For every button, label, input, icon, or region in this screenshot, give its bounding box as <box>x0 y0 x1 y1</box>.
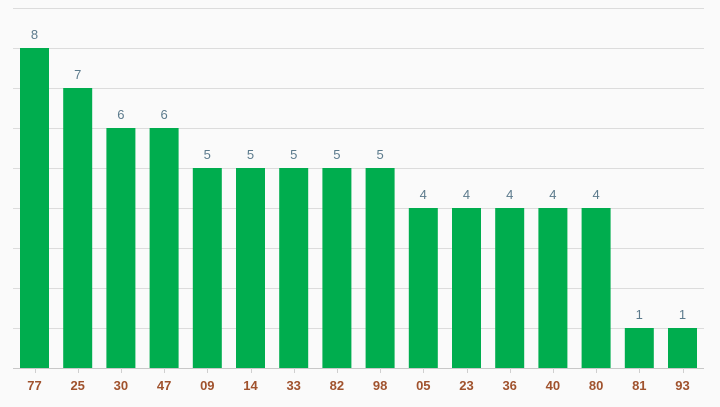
x-tick-label: 82 <box>330 378 344 393</box>
x-tick-label: 09 <box>200 378 214 393</box>
bar[interactable] <box>63 88 93 368</box>
x-tick-label: 98 <box>373 378 387 393</box>
data-label: 8 <box>31 27 38 42</box>
data-label: 5 <box>376 147 383 162</box>
x-tick-label: 77 <box>27 378 41 393</box>
x-tick-label: 14 <box>243 378 258 393</box>
x-tick-label: 47 <box>157 378 171 393</box>
x-tick-label: 36 <box>502 378 516 393</box>
data-label: 4 <box>506 187 513 202</box>
x-tick-label: 30 <box>114 378 128 393</box>
bar[interactable] <box>624 328 654 368</box>
bar[interactable] <box>279 168 309 368</box>
x-tick-label: 40 <box>546 378 560 393</box>
bar[interactable] <box>236 168 265 368</box>
bar[interactable] <box>408 208 438 368</box>
bar[interactable] <box>20 48 49 368</box>
x-tick-label: 93 <box>675 378 689 393</box>
bar[interactable] <box>668 328 697 368</box>
data-label: 6 <box>160 107 167 122</box>
x-tick-label: 23 <box>459 378 473 393</box>
bar[interactable] <box>149 128 179 368</box>
data-label: 5 <box>290 147 297 162</box>
data-label: 7 <box>74 67 81 82</box>
bar[interactable] <box>192 168 222 368</box>
data-label: 1 <box>679 307 686 322</box>
bars <box>20 48 697 368</box>
x-tick-label: 33 <box>286 378 300 393</box>
data-label: 4 <box>592 187 599 202</box>
x-tick-label: 25 <box>70 378 84 393</box>
x-tick-label: 05 <box>416 378 430 393</box>
bar[interactable] <box>452 208 481 368</box>
data-label: 6 <box>117 107 124 122</box>
data-label: 4 <box>420 187 427 202</box>
bar[interactable] <box>322 168 352 368</box>
bar[interactable] <box>106 128 136 368</box>
data-label: 5 <box>204 147 211 162</box>
data-label: 4 <box>463 187 470 202</box>
data-labels: 8 7 6 6 5 5 5 5 5 4 4 4 4 4 1 1 <box>31 27 686 322</box>
bar[interactable] <box>495 208 525 368</box>
x-tick-label: 80 <box>589 378 603 393</box>
bar[interactable] <box>365 168 395 368</box>
data-label: 1 <box>636 307 643 322</box>
data-label: 5 <box>247 147 254 162</box>
x-tick-label: 81 <box>632 378 646 393</box>
bar[interactable] <box>538 208 568 368</box>
bar[interactable] <box>581 208 611 368</box>
x-axis: 77 25 30 47 09 14 33 82 98 05 23 36 40 80 81 93 <box>27 368 690 393</box>
data-label: 4 <box>549 187 556 202</box>
data-label: 5 <box>333 147 340 162</box>
